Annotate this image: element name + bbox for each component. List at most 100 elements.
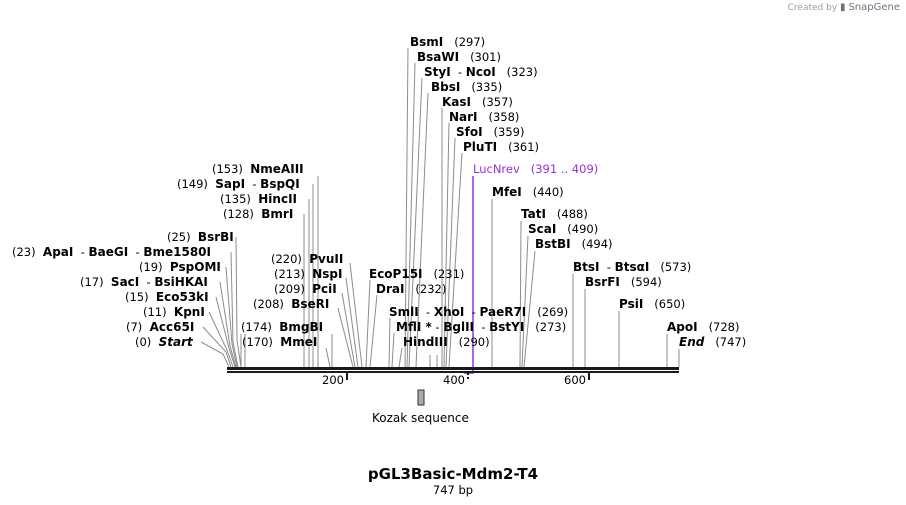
site-scai[interactable]: ScaI (490) — [528, 222, 598, 236]
snapgene-logo-icon: ▮ — [840, 2, 846, 13]
tick-400b — [467, 377, 469, 379]
site-name: KasI — [442, 95, 472, 109]
site-smli[interactable]: SmlI - XhoI - PaeR7I (269) — [389, 305, 569, 319]
tick-600 — [588, 373, 590, 380]
site-name: NmeAIII — [250, 162, 304, 176]
site-nspi[interactable]: (213) NspI — [274, 267, 343, 281]
site-pos: (357) — [481, 95, 513, 109]
site-name: ApaI — [42, 245, 74, 259]
site-name: KpnI — [173, 305, 205, 319]
site-name: MflI * — [396, 320, 432, 334]
site-name: BbsI — [431, 80, 461, 94]
site-eco53ki[interactable]: (15) Eco53kI — [125, 290, 209, 304]
site-name: PciI — [312, 282, 337, 296]
site-psppomi[interactable]: (19) PspOMI — [139, 260, 221, 274]
site-name: BstYI — [489, 320, 525, 334]
site-pos: (19) — [139, 260, 163, 274]
backbone-bottom-strand — [227, 371, 679, 373]
site-pos: (301) — [470, 50, 501, 64]
site-sapi[interactable]: (149) SapI - BspQI — [177, 177, 300, 191]
site-pos: (494) — [581, 237, 613, 251]
site-styi[interactable]: StyI - NcoI (323) — [424, 65, 538, 79]
site-bsrfi[interactable]: BsrFI (594) — [585, 275, 662, 289]
site-name: PspOMI — [169, 260, 221, 274]
site-pvuii[interactable]: (220) PvuII — [271, 252, 343, 266]
site-kpni[interactable]: (11) KpnI — [143, 305, 205, 319]
site-kasi[interactable]: KasI (357) — [442, 95, 513, 109]
site-name: BmrI — [261, 207, 294, 221]
site-mfei[interactable]: MfeI (440) — [492, 185, 564, 199]
sequence-length: 747 bp — [432, 483, 474, 497]
feature-label-kozak[interactable]: Kozak sequence — [372, 411, 469, 425]
primer-name: LucNrev — [473, 162, 520, 176]
site-pos: (594) — [630, 275, 662, 289]
site-name: BseRI — [291, 297, 330, 311]
site-name: PsiI — [619, 297, 644, 311]
kozak-sequence-feature — [417, 389, 425, 406]
site-bsawi[interactable]: BsaWI (301) — [417, 50, 501, 64]
site-bmgbi[interactable]: (174) BmgBI — [241, 320, 323, 334]
site-name: DraI — [376, 282, 405, 296]
site-pos: (0) — [135, 335, 152, 349]
branding-name: SnapGene — [848, 2, 900, 13]
site-pos: (488) — [556, 207, 588, 221]
site-btsi[interactable]: BtsI - BtsαI (573) — [573, 260, 692, 274]
site-name: NcoI — [465, 65, 496, 79]
site-hindiii[interactable]: HindIII (290) — [403, 335, 490, 349]
site-tati[interactable]: TatI (488) — [521, 207, 588, 221]
site-ecop15i[interactable]: EcoP15I (231) — [369, 267, 464, 281]
site-bmri[interactable]: (128) BmrI — [223, 207, 293, 221]
site-saci[interactable]: (17) SacI - BsiHKAI — [80, 275, 208, 289]
site-pos: (747) — [715, 335, 747, 349]
site-bstbi[interactable]: BstBI (494) — [535, 237, 613, 251]
site-name: ScaI — [528, 222, 557, 236]
site-pos: (213) — [274, 267, 305, 281]
site-name: BsaWI — [417, 50, 460, 64]
site-name: End — [679, 335, 705, 349]
site-name: PluTI — [463, 140, 498, 154]
cut-site-lines — [200, 47, 680, 368]
site-nmeaiii[interactable]: (153) NmeAIII — [212, 162, 304, 176]
site-end[interactable]: End (747) — [679, 335, 746, 349]
site-pos: (128) — [223, 207, 254, 221]
site-name: PvuII — [309, 252, 344, 266]
tick-400 — [467, 373, 469, 375]
site-pos: (170) — [242, 335, 273, 349]
site-name: Eco53kI — [155, 290, 209, 304]
site-bseri[interactable]: (208) BseRI — [253, 297, 329, 311]
site-psii[interactable]: PsiI (650) — [619, 297, 685, 311]
site-start[interactable]: (0) Start — [135, 335, 193, 349]
site-hincii[interactable]: (135) HincII — [220, 192, 297, 206]
site-pcii[interactable]: (209) PciI — [274, 282, 337, 296]
site-pos: (290) — [458, 335, 490, 349]
site-pluti[interactable]: PluTI (361) — [463, 140, 539, 154]
site-acc65i[interactable]: (7) Acc65I — [126, 320, 194, 334]
site-bbsi[interactable]: BbsI (335) — [431, 80, 502, 94]
site-name: SapI — [215, 177, 246, 191]
site-drai[interactable]: DraI (232) — [376, 282, 446, 296]
site-pos: (17) — [80, 275, 104, 289]
site-pos: (174) — [241, 320, 272, 334]
site-pos: (440) — [532, 185, 564, 199]
site-name: SmlI — [389, 305, 419, 319]
site-apoi[interactable]: ApoI (728) — [667, 320, 740, 334]
site-name: PaeR7I — [479, 305, 527, 319]
site-pos: (728) — [708, 320, 740, 334]
site-name: MfeI — [492, 185, 522, 199]
primer-lucnrev[interactable]: LucNrev (391 .. 409) — [473, 162, 598, 176]
site-name: HincII — [258, 192, 297, 206]
snapgene-branding: Created by ▮ SnapGene — [788, 2, 900, 13]
site-apai[interactable]: (23) ApaI - BaeGI - Bme1580I — [12, 245, 211, 259]
site-mmei[interactable]: (170) MmeI — [242, 335, 317, 349]
site-pos: (359) — [493, 125, 525, 139]
site-nari[interactable]: NarI (358) — [449, 110, 519, 124]
site-mfli[interactable]: MflI * - BglII - BstYI (273) — [396, 320, 567, 334]
site-pos: (11) — [143, 305, 167, 319]
site-bsmi[interactable]: BsmI (297) — [410, 35, 485, 49]
site-pos: (209) — [274, 282, 305, 296]
branding-prefix: Created by — [787, 3, 838, 13]
site-sfoi[interactable]: SfoI (359) — [456, 125, 524, 139]
site-bsrbi[interactable]: (25) BsrBI — [167, 230, 234, 244]
backbone-top-strand — [227, 367, 679, 370]
site-pos: (358) — [488, 110, 520, 124]
